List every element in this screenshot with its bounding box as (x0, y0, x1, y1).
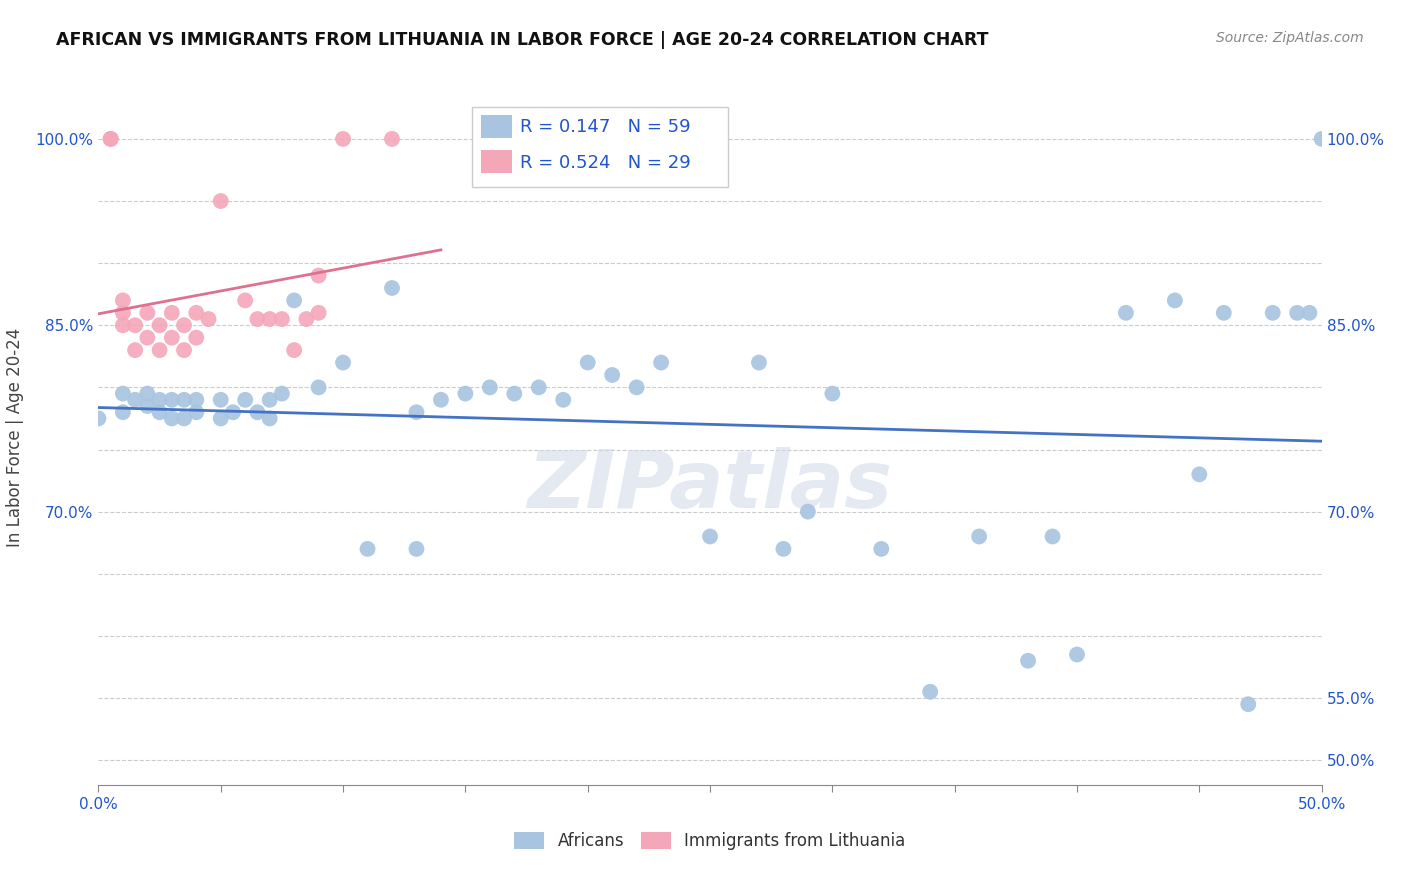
Point (209, 194, 232, 208)
Point (797, 505, 820, 519)
Point (270, 386, 294, 401)
Point (270, 312, 294, 326)
Point (576, 355, 599, 369)
Point (295, 312, 318, 326)
Text: AFRICAN VS IMMIGRANTS FROM LITHUANIA IN LABOR FORCE | AGE 20-24 CORRELATION CHAR: AFRICAN VS IMMIGRANTS FROM LITHUANIA IN … (56, 31, 988, 49)
Point (650, 355, 672, 369)
Point (283, 293, 305, 308)
Point (136, 306, 159, 320)
Point (173, 318, 195, 333)
Point (503, 386, 526, 401)
Point (149, 343, 172, 358)
Point (283, 343, 305, 358)
Point (173, 392, 195, 407)
Point (967, 529, 990, 543)
Point (308, 380, 330, 394)
FancyBboxPatch shape (481, 115, 512, 138)
Point (870, 541, 893, 556)
Point (1066, 648, 1088, 662)
Point (920, 685, 942, 699)
Point (332, 355, 354, 369)
Point (356, 541, 378, 556)
Point (100, 132, 122, 146)
Point (259, 312, 281, 326)
Point (160, 411, 183, 425)
Point (186, 306, 208, 320)
Point (111, 386, 134, 401)
Point (111, 293, 134, 308)
Point (209, 411, 232, 425)
Point (149, 392, 172, 407)
Point (1017, 654, 1039, 668)
Point (527, 380, 550, 394)
Point (1261, 306, 1284, 320)
Point (160, 331, 183, 345)
Point (381, 281, 404, 295)
Point (478, 380, 501, 394)
Point (1212, 306, 1234, 320)
Point (1310, 132, 1333, 146)
Point (111, 318, 134, 333)
Point (246, 312, 269, 326)
Point (136, 331, 159, 345)
Text: R = 0.147   N = 59: R = 0.147 N = 59 (520, 119, 692, 136)
Point (160, 392, 183, 407)
FancyBboxPatch shape (481, 151, 512, 173)
Point (124, 343, 146, 358)
Y-axis label: In Labor Force | Age 20-24: In Labor Force | Age 20-24 (7, 327, 24, 547)
Point (1164, 293, 1187, 308)
Point (173, 411, 195, 425)
Point (186, 392, 208, 407)
Point (1042, 529, 1064, 543)
Point (699, 529, 721, 543)
FancyBboxPatch shape (471, 106, 728, 186)
Point (233, 293, 256, 308)
Point (626, 380, 648, 394)
Point (259, 411, 281, 425)
Point (454, 386, 477, 401)
Point (821, 386, 844, 401)
Point (100, 132, 122, 146)
Point (308, 268, 330, 283)
Point (197, 312, 219, 326)
Point (136, 386, 159, 401)
Text: Source: ZipAtlas.com: Source: ZipAtlas.com (1216, 31, 1364, 45)
Point (209, 392, 232, 407)
Point (111, 405, 134, 419)
Text: ZIPatlas: ZIPatlas (527, 447, 893, 524)
Point (124, 318, 146, 333)
Point (405, 405, 427, 419)
Point (186, 331, 208, 345)
Point (600, 368, 623, 382)
Point (430, 392, 453, 407)
Point (222, 405, 245, 419)
Text: R = 0.524   N = 29: R = 0.524 N = 29 (520, 154, 692, 172)
Point (1188, 467, 1211, 482)
Point (136, 399, 159, 413)
Point (233, 392, 256, 407)
Point (1286, 306, 1309, 320)
Point (772, 541, 794, 556)
Point (748, 355, 770, 369)
Point (1298, 306, 1320, 320)
Point (87, 411, 110, 425)
Point (111, 306, 134, 320)
Point (149, 405, 172, 419)
Point (149, 318, 172, 333)
Point (186, 405, 208, 419)
Point (259, 392, 281, 407)
Point (124, 392, 146, 407)
Legend: Africans, Immigrants from Lithuania: Africans, Immigrants from Lithuania (508, 825, 912, 856)
Point (405, 541, 427, 556)
Point (160, 306, 183, 320)
Point (308, 306, 330, 320)
Point (246, 405, 269, 419)
Point (1237, 697, 1260, 711)
Point (1115, 306, 1137, 320)
Point (381, 132, 404, 146)
Point (173, 343, 195, 358)
Point (332, 132, 354, 146)
Point (553, 392, 575, 407)
